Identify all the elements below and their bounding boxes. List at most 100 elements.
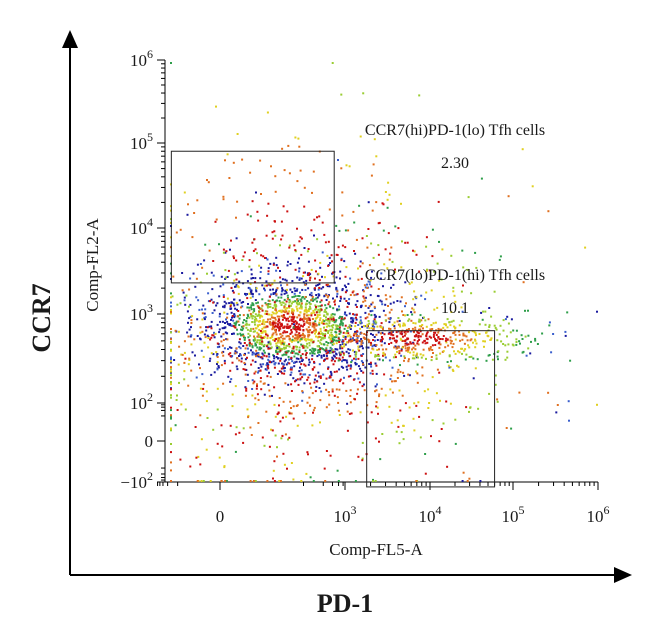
event-dot xyxy=(248,342,251,344)
event-dot xyxy=(321,347,323,350)
event-dot xyxy=(302,346,305,349)
event-dot xyxy=(398,442,401,445)
event-dot xyxy=(352,337,354,340)
event-dot xyxy=(216,323,219,326)
event-dot xyxy=(303,346,306,349)
event-dot xyxy=(357,455,360,458)
event-dot xyxy=(302,332,304,335)
event-dot xyxy=(258,293,261,296)
event-dot xyxy=(286,344,289,347)
event-dot xyxy=(170,451,172,454)
event-dot xyxy=(281,434,284,437)
event-dot xyxy=(330,374,333,377)
event-dot xyxy=(307,453,309,456)
event-dot xyxy=(296,303,299,306)
event-dot xyxy=(414,322,417,325)
event-dot xyxy=(317,371,320,374)
event-dot xyxy=(402,324,405,327)
event-dot xyxy=(417,320,420,323)
event-dot xyxy=(274,303,277,306)
event-dot xyxy=(266,111,269,114)
event-dot xyxy=(400,330,403,333)
event-dot xyxy=(445,337,448,340)
event-dot xyxy=(279,341,282,344)
event-dot xyxy=(325,347,328,350)
event-dot xyxy=(373,318,376,321)
event-dot xyxy=(336,308,339,311)
event-dot xyxy=(371,333,374,336)
event-dot xyxy=(187,363,190,366)
event-dot xyxy=(433,331,436,334)
event-dot xyxy=(296,326,298,328)
event-dot xyxy=(267,363,270,366)
event-dot xyxy=(449,336,452,339)
event-dot xyxy=(332,324,335,326)
event-dot xyxy=(404,402,407,405)
gate-label: CCR7(lo)PD-1(hi) Tfh cells xyxy=(365,267,545,284)
event-dot xyxy=(302,275,305,278)
event-dot xyxy=(327,332,330,334)
event-dot xyxy=(307,329,310,332)
event-dot xyxy=(502,319,505,322)
event-dot xyxy=(345,266,348,269)
event-dot xyxy=(217,365,220,367)
event-dot xyxy=(353,221,356,224)
event-dot xyxy=(284,311,287,314)
event-dot xyxy=(313,326,316,329)
event-dot xyxy=(315,284,318,287)
event-dot xyxy=(340,320,343,323)
event-dot xyxy=(268,389,271,392)
event-dot xyxy=(259,271,262,273)
event-dot xyxy=(254,360,257,363)
event-dot xyxy=(430,356,433,358)
event-dot xyxy=(306,401,309,404)
event-dot xyxy=(305,472,308,475)
event-dot xyxy=(196,480,199,482)
event-dot xyxy=(507,195,510,198)
event-dot xyxy=(335,388,338,391)
event-dot xyxy=(384,294,387,297)
event-dot xyxy=(270,293,273,296)
event-dot xyxy=(277,266,279,269)
event-dot xyxy=(431,255,434,258)
event-dot xyxy=(210,327,213,330)
event-dot xyxy=(235,237,238,240)
event-dot xyxy=(379,458,382,461)
event-dot xyxy=(267,347,270,350)
event-dot xyxy=(170,429,172,432)
event-dot xyxy=(303,412,306,415)
event-dot xyxy=(266,325,269,328)
event-dot xyxy=(339,358,342,361)
event-dot xyxy=(297,295,300,297)
event-dot xyxy=(446,318,449,321)
event-dot xyxy=(404,347,407,350)
event-dot xyxy=(397,317,400,319)
event-dot xyxy=(222,339,225,341)
event-dot xyxy=(201,330,204,333)
event-dot xyxy=(320,322,323,325)
event-dot xyxy=(276,337,279,340)
event-dot xyxy=(197,299,200,302)
event-dot xyxy=(431,376,434,379)
event-dot xyxy=(286,297,289,300)
event-dot xyxy=(295,348,298,351)
event-dot xyxy=(393,337,395,340)
event-dot xyxy=(315,294,318,296)
event-dot xyxy=(381,326,384,329)
event-dot xyxy=(323,322,326,325)
event-dot xyxy=(359,316,362,319)
event-dot xyxy=(313,311,316,314)
event-dot xyxy=(315,385,318,388)
event-dot xyxy=(186,310,189,313)
event-dot xyxy=(324,333,327,335)
event-dot xyxy=(434,339,437,341)
event-dot xyxy=(288,436,291,439)
event-dot xyxy=(352,210,355,213)
event-dot xyxy=(170,376,172,379)
event-dot xyxy=(302,334,304,336)
event-dot xyxy=(295,289,298,292)
event-dot xyxy=(465,335,468,338)
event-dot xyxy=(345,300,348,302)
y-tick-label: 0 xyxy=(145,432,154,451)
event-dot xyxy=(319,347,322,349)
